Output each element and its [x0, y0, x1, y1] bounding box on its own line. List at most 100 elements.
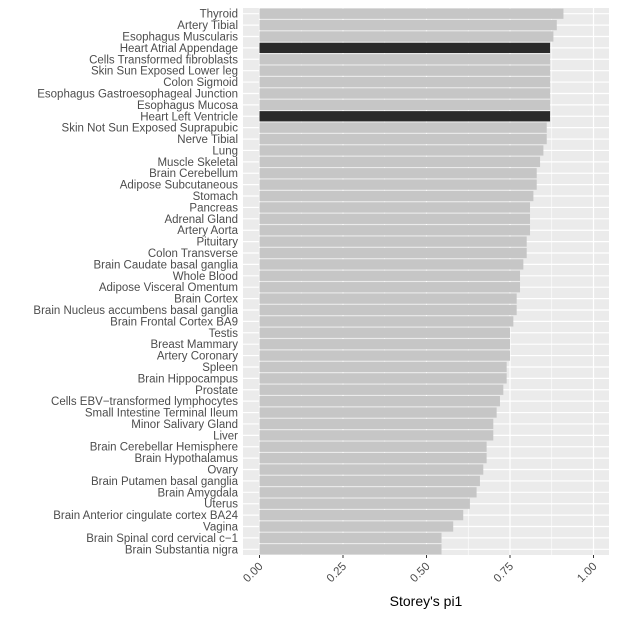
y-tick-label: Vagina	[203, 522, 239, 534]
y-tick-label: Brain Cerebellar Hemisphere	[90, 442, 238, 454]
y-tick-label: Ovary	[207, 465, 238, 477]
y-tick-label: Brain Nucleus accumbens basal ganglia	[33, 305, 238, 317]
y-tick-label: Lung	[212, 145, 238, 157]
y-tick-label: Colon Transverse	[148, 248, 238, 260]
bar	[259, 304, 517, 316]
bar	[259, 498, 470, 509]
bar	[259, 475, 480, 487]
bar	[259, 544, 442, 555]
y-tick-label: Brain Spinal cord cervical c−1	[86, 533, 238, 545]
y-tick-label: Brain Cortex	[174, 294, 238, 306]
y-tick-label: Adipose Subcutaneous	[120, 180, 239, 192]
bar	[259, 19, 557, 31]
x-tick-label: 0.25	[325, 561, 349, 585]
y-tick-label: Adipose Visceral Omentum	[99, 282, 238, 294]
x-axis-label: Storey's pi1	[390, 593, 463, 609]
y-tick-label: Nerve Tibial	[177, 134, 238, 146]
y-tick-label: Thyroid	[200, 9, 238, 21]
y-tick-label: Esophagus Mucosa	[137, 100, 239, 112]
y-tick-label: Brain Substantia nigra	[125, 544, 239, 556]
bar	[259, 350, 510, 361]
x-tick-label: 0.75	[492, 561, 516, 585]
y-tick-label: Whole Blood	[173, 271, 238, 283]
bar	[259, 190, 534, 202]
y-tick-label: Brain Caudate basal ganglia	[94, 259, 239, 271]
y-tick-label: Heart Atrial Appendage	[120, 43, 238, 55]
y-tick-label: Brain Hippocampus	[138, 373, 239, 385]
bar	[259, 213, 531, 224]
y-tick-label: Skin Sun Exposed Lower leg	[91, 66, 238, 78]
bar	[259, 236, 527, 247]
y-tick-label: Small Intestine Terminal Ileum	[85, 408, 238, 420]
y-tick-label: Pituitary	[196, 237, 238, 249]
y-tick-label: Cells Transformed fibroblasts	[89, 54, 238, 66]
x-tick-label: 0.50	[408, 561, 432, 585]
bar	[259, 509, 464, 521]
y-tick-label: Cells EBV−transformed lymphocytes	[51, 396, 238, 408]
bar	[259, 361, 507, 373]
bar	[259, 418, 494, 430]
bar	[259, 259, 524, 270]
bar	[259, 145, 544, 156]
x-tick-label: 0.00	[241, 561, 265, 585]
y-tick-label: Spleen	[202, 362, 238, 374]
bar	[259, 464, 484, 475]
y-tick-label: Brain Cerebellum	[149, 168, 238, 180]
bar	[259, 8, 564, 19]
x-tick-label: 1.00	[575, 561, 599, 585]
y-tick-label: Brain Anterior cingulate cortex BA24	[53, 510, 238, 522]
y-tick-label: Pancreas	[189, 202, 238, 214]
y-tick-label: Muscle Skeletal	[157, 157, 238, 169]
bar	[259, 76, 551, 88]
bar	[259, 430, 494, 441]
bar	[259, 532, 442, 544]
y-tick-label: Breast Mammary	[150, 339, 238, 351]
y-tick-label: Liver	[213, 430, 238, 442]
bar	[259, 373, 507, 384]
bar	[259, 54, 551, 65]
y-tick-label: Skin Not Sun Exposed Suprapubic	[62, 123, 239, 135]
bar	[259, 65, 551, 76]
y-tick-label: Brain Putamen basal ganglia	[91, 476, 239, 488]
bar	[259, 122, 547, 133]
y-tick-label: Testis	[209, 328, 239, 340]
bar	[259, 487, 477, 498]
bar	[259, 179, 537, 190]
bar	[259, 293, 517, 304]
bar	[259, 42, 551, 54]
bar	[259, 88, 551, 99]
bar	[259, 441, 487, 452]
bar	[259, 384, 504, 395]
bar	[259, 453, 487, 464]
y-tick-label: Uterus	[204, 499, 238, 511]
bar	[259, 282, 521, 293]
y-tick-label: Artery Tibial	[177, 20, 238, 32]
y-tick-label: Stomach	[193, 191, 238, 203]
bar	[259, 168, 537, 179]
y-tick-label: Artery Coronary	[157, 351, 238, 363]
y-tick-label: Colon Sigmoid	[163, 77, 238, 89]
bar	[259, 133, 547, 145]
bar	[259, 202, 531, 213]
bar	[259, 521, 454, 532]
x-tick-labels: 0.00 0.25 0.50 0.75 1.00	[241, 555, 600, 585]
y-tick-label: Heart Left Ventricle	[140, 111, 238, 123]
bar	[259, 327, 510, 338]
bar	[259, 31, 554, 42]
bar	[259, 156, 541, 167]
bar	[259, 225, 531, 236]
bar	[259, 111, 551, 122]
y-tick-label: Adrenal Gland	[164, 214, 238, 226]
y-tick-label: Esophagus Gastroesophageal Junction	[37, 88, 238, 100]
y-tick-label: Minor Salivary Gland	[131, 419, 238, 431]
bar	[259, 99, 551, 110]
y-tick-label: Brain Hypothalamus	[134, 453, 238, 465]
y-tick-label: Artery Aorta	[177, 225, 238, 237]
bars	[259, 8, 564, 555]
y-tick-label: Esophagus Muscularis	[122, 31, 238, 43]
bar	[259, 270, 521, 281]
bar	[259, 316, 514, 327]
